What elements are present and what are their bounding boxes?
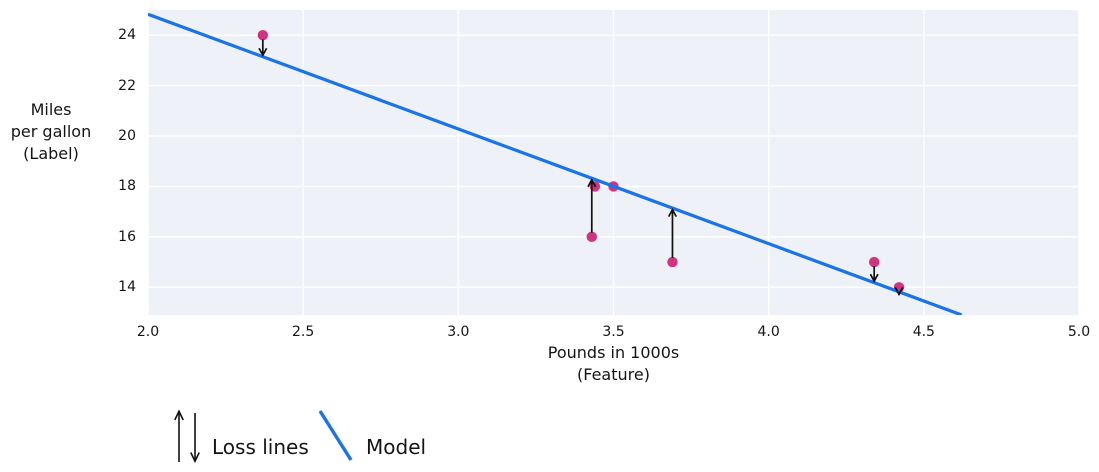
x-tick-label: 5.0 xyxy=(1067,324,1091,340)
data-point xyxy=(586,231,597,243)
x-tick-label: 3.5 xyxy=(602,324,625,340)
y-tick-label: 16 xyxy=(118,228,136,245)
y-tick-label: 22 xyxy=(118,77,136,94)
model-line xyxy=(148,12,963,315)
plot-area xyxy=(148,10,1079,315)
x-tick-label: 4.5 xyxy=(912,324,935,340)
loss-line-arrowhead xyxy=(894,286,904,297)
plot-canvas xyxy=(148,10,1079,315)
data-point xyxy=(257,30,269,41)
data-point xyxy=(667,256,678,268)
model-line-icon xyxy=(318,410,353,461)
y-tick-label: 14 xyxy=(118,279,136,296)
data-point xyxy=(868,256,880,268)
x-axis-label: Pounds in 1000s (Feature) xyxy=(547,343,680,384)
loss-arrows-icon xyxy=(174,409,200,464)
y-tick-label: 18 xyxy=(118,178,136,195)
loss-line-arrowhead xyxy=(869,273,879,283)
legend-label-model: Model xyxy=(366,435,427,459)
loss-line-arrowhead xyxy=(258,47,268,58)
x-tick-label: 2.5 xyxy=(292,324,315,340)
loss-line-arrowhead xyxy=(667,207,678,218)
y-axis-label: Miles per gallon (Label) xyxy=(10,100,92,163)
y-tick-label: 24 xyxy=(118,27,136,44)
x-tick-label: 4.0 xyxy=(757,324,780,340)
loss-line-arrowhead xyxy=(587,178,597,188)
x-tick-label: 2.0 xyxy=(136,324,160,340)
x-tick-label: 3.0 xyxy=(447,324,470,340)
y-tick-label: 20 xyxy=(118,128,136,145)
legend-label-loss-lines: Loss lines xyxy=(212,435,309,459)
